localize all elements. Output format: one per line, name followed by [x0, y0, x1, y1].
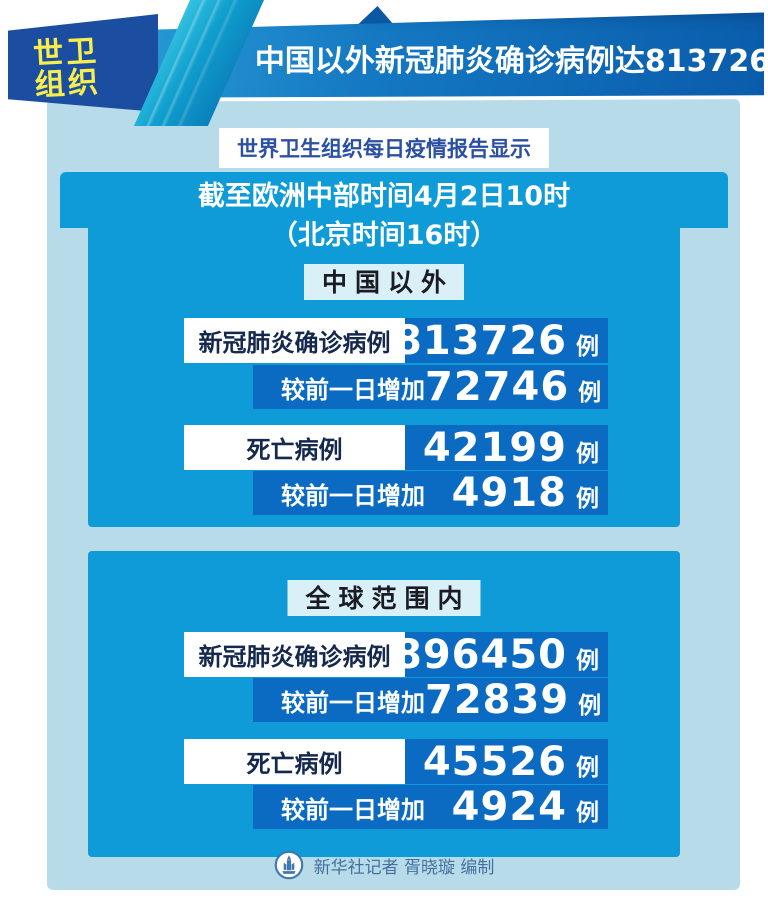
- stat-value: 72839: [425, 677, 570, 723]
- stat-unit: 例: [576, 647, 599, 674]
- stat-value: 896450: [394, 631, 567, 678]
- cutoff-time: 截至欧洲中部时间4月2日10时 （北京时间16时）: [88, 177, 680, 255]
- stat-label-confirmed: 新冠肺炎确诊病例: [184, 318, 405, 363]
- stat-value: 4924: [451, 784, 567, 830]
- agency-label-text: 世卫 组织: [32, 33, 158, 104]
- stat-value-box: 45526 例: [405, 739, 608, 784]
- stat-subrow-daily-increase: 较前一日增加 72746 例: [253, 365, 608, 409]
- stat-value: 42199: [422, 424, 567, 471]
- stat-subrow-daily-increase: 较前一日增加 4918 例: [253, 471, 608, 515]
- stat-value: 813726: [394, 317, 567, 364]
- stat-unit: 例: [576, 754, 599, 781]
- report-source-badge: 世界卫生组织每日疫情报告显示: [219, 128, 549, 168]
- stat-unit: 例: [576, 486, 599, 512]
- xinhua-logo-icon: [274, 850, 303, 880]
- agency-ribbon-label: 世卫 组织: [8, 14, 158, 112]
- stat-label-confirmed: 新冠肺炎确诊病例: [184, 632, 405, 677]
- stat-unit: 例: [576, 440, 599, 467]
- stat-label: 较前一日增加: [281, 795, 425, 824]
- stat-subrow-daily-increase: 较前一日增加 4924 例: [253, 785, 608, 829]
- stat-value-box: 42199 例: [405, 425, 608, 470]
- cutoff-line2: （北京时间16时）: [270, 220, 498, 251]
- agency-label-line2: 组织: [33, 64, 102, 104]
- stat-unit: 例: [578, 693, 602, 719]
- section-title-outside-china: 中国以外: [303, 264, 465, 300]
- stat-value-box: 813726 例: [394, 318, 608, 363]
- credit-text: 新华社记者 胥晓璇 编制: [313, 857, 495, 878]
- stat-value: 72746: [425, 364, 570, 410]
- stat-unit: 例: [576, 333, 599, 360]
- stat-unit: 例: [576, 800, 599, 826]
- cutoff-line1: 截至欧洲中部时间4月2日10时: [197, 181, 571, 212]
- footer: 新华社记者 胥晓璇 编制: [0, 850, 768, 880]
- stat-label-deaths: 死亡病例: [184, 425, 405, 470]
- stat-label: 较前一日增加: [281, 481, 425, 510]
- stat-label: 较前一日增加: [281, 688, 425, 717]
- stat-subrow-daily-increase: 较前一日增加 72839 例: [253, 678, 608, 722]
- cutoff-band: [60, 172, 728, 228]
- stat-unit: 例: [578, 380, 602, 406]
- headline: 中国以外新冠肺炎确诊病例达813726例: [254, 44, 768, 79]
- stat-value: 4918: [451, 470, 567, 516]
- stat-value: 45526: [422, 738, 567, 785]
- stat-label: 较前一日增加: [281, 375, 425, 404]
- stat-value-box: 896450 例: [394, 632, 608, 677]
- section-title-global: 全球范围内: [287, 580, 481, 616]
- stat-label-deaths: 死亡病例: [184, 739, 405, 784]
